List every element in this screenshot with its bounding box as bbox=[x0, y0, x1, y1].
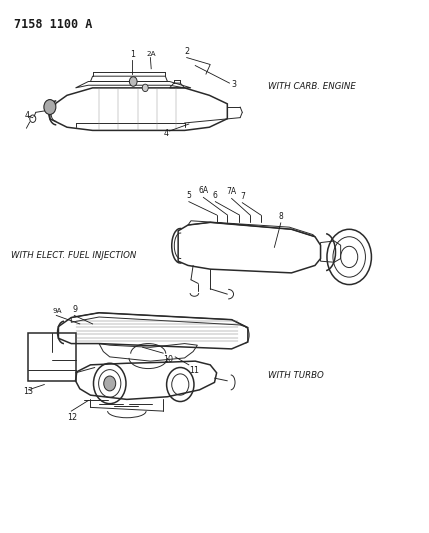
Text: WITH CARB. ENGINE: WITH CARB. ENGINE bbox=[268, 82, 356, 91]
Text: 3: 3 bbox=[232, 79, 237, 88]
Text: 12: 12 bbox=[67, 413, 77, 422]
Text: WITH TURBO: WITH TURBO bbox=[268, 371, 324, 380]
Text: 1: 1 bbox=[130, 50, 135, 59]
Text: 5: 5 bbox=[187, 190, 191, 199]
Text: 2: 2 bbox=[184, 47, 190, 56]
Text: 13: 13 bbox=[23, 387, 33, 396]
Text: WITH ELECT. FUEL INJECTION: WITH ELECT. FUEL INJECTION bbox=[12, 252, 137, 260]
Text: 6: 6 bbox=[213, 190, 218, 199]
Circle shape bbox=[142, 84, 148, 92]
Text: 4: 4 bbox=[164, 129, 169, 138]
Circle shape bbox=[44, 100, 56, 115]
Text: 7: 7 bbox=[240, 191, 245, 200]
Text: 7158 1100 A: 7158 1100 A bbox=[14, 18, 92, 31]
Text: 4: 4 bbox=[24, 111, 29, 120]
Text: 2A: 2A bbox=[147, 51, 157, 56]
Text: 6A: 6A bbox=[198, 186, 208, 195]
Circle shape bbox=[130, 77, 137, 86]
Text: 8: 8 bbox=[278, 212, 283, 221]
Text: 11: 11 bbox=[189, 367, 199, 375]
Text: 9A: 9A bbox=[53, 308, 63, 314]
Text: 10: 10 bbox=[163, 355, 173, 364]
Text: 9: 9 bbox=[73, 305, 78, 314]
Circle shape bbox=[104, 376, 116, 391]
Text: 7A: 7A bbox=[227, 187, 237, 196]
